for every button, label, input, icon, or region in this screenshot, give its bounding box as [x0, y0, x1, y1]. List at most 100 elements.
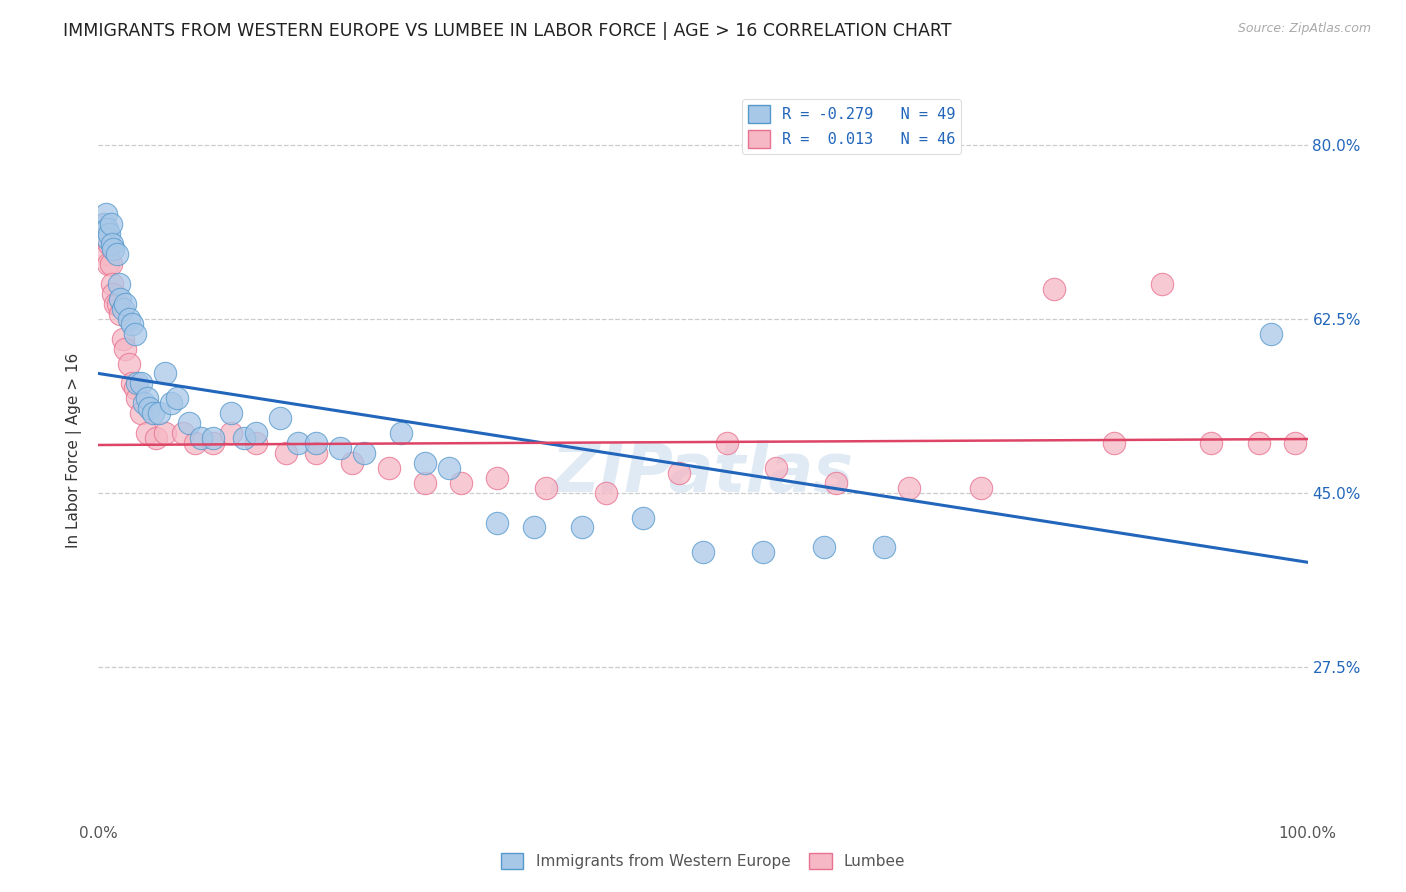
Point [232, 431, 254, 445]
Point [179, 416, 201, 430]
Point [107, 297, 129, 311]
Point [716, 436, 738, 450]
Point [1152, 277, 1174, 291]
Point [245, 426, 267, 441]
Point [970, 481, 993, 495]
Point [114, 342, 136, 356]
Point [287, 436, 309, 450]
Point [202, 436, 225, 450]
Point [1249, 436, 1271, 450]
Point [765, 460, 787, 475]
Point [100, 257, 122, 271]
Point [96, 222, 118, 236]
Point [1284, 436, 1306, 450]
Point [114, 297, 136, 311]
Point [100, 218, 122, 232]
Point [127, 392, 149, 406]
Point [135, 426, 157, 441]
Point [101, 287, 124, 301]
Point [93, 218, 115, 232]
Point [108, 277, 131, 291]
Point [486, 471, 509, 485]
Point [269, 411, 291, 425]
Point [93, 218, 115, 232]
Point [897, 481, 920, 495]
Point [111, 301, 134, 316]
Point [190, 431, 212, 445]
Point [825, 475, 848, 490]
Point [148, 406, 170, 420]
Point [184, 436, 207, 450]
Point [305, 436, 328, 450]
Point [100, 277, 122, 291]
Point [127, 376, 149, 391]
Point [142, 406, 165, 420]
Point [97, 257, 120, 271]
Point [94, 207, 117, 221]
Point [1042, 282, 1064, 296]
Point [523, 520, 546, 534]
Legend: R = -0.279   N = 49, R =  0.013   N = 46: R = -0.279 N = 49, R = 0.013 N = 46 [742, 99, 962, 154]
Point [101, 242, 124, 256]
Point [129, 376, 152, 391]
Point [111, 332, 134, 346]
Y-axis label: In Labor Force | Age > 16: In Labor Force | Age > 16 [66, 353, 83, 548]
Point [377, 460, 399, 475]
Point [486, 516, 509, 530]
Point [692, 545, 714, 559]
Text: Source: ZipAtlas.com: Source: ZipAtlas.com [1237, 22, 1371, 36]
Point [153, 367, 176, 381]
Point [413, 475, 436, 490]
Point [274, 446, 297, 460]
Point [245, 436, 267, 450]
Point [160, 396, 183, 410]
Point [153, 426, 176, 441]
Point [353, 446, 375, 460]
Point [124, 326, 146, 341]
Point [104, 297, 127, 311]
Point [105, 247, 128, 261]
Point [813, 541, 835, 555]
Point [668, 466, 690, 480]
Point [1199, 436, 1222, 450]
Point [221, 406, 243, 420]
Point [342, 456, 364, 470]
Point [108, 292, 131, 306]
Point [172, 426, 194, 441]
Point [108, 307, 131, 321]
Legend: Immigrants from Western Europe, Lumbee: Immigrants from Western Europe, Lumbee [495, 847, 911, 875]
Point [571, 520, 593, 534]
Point [96, 247, 118, 261]
Point [534, 481, 557, 495]
Point [121, 317, 143, 331]
Point [124, 381, 146, 395]
Point [1102, 436, 1125, 450]
Point [1260, 326, 1282, 341]
Point [221, 426, 243, 441]
Point [752, 545, 775, 559]
Point [138, 401, 160, 416]
Point [413, 456, 436, 470]
Point [98, 237, 121, 252]
Point [166, 392, 188, 406]
Point [98, 227, 121, 242]
Text: IMMIGRANTS FROM WESTERN EUROPE VS LUMBEE IN LABOR FORCE | AGE > 16 CORRELATION C: IMMIGRANTS FROM WESTERN EUROPE VS LUMBEE… [63, 22, 952, 40]
Point [129, 406, 152, 420]
Point [631, 510, 654, 524]
Point [305, 446, 328, 460]
Point [121, 376, 143, 391]
Point [873, 541, 896, 555]
Point [202, 431, 225, 445]
Point [118, 357, 141, 371]
Point [145, 431, 167, 445]
Point [595, 485, 617, 500]
Point [97, 232, 120, 246]
Text: ZIPatlas: ZIPatlas [553, 440, 853, 506]
Point [100, 237, 122, 252]
Point [135, 392, 157, 406]
Point [389, 426, 412, 441]
Point [118, 311, 141, 326]
Point [134, 396, 156, 410]
Point [437, 460, 460, 475]
Point [329, 441, 352, 455]
